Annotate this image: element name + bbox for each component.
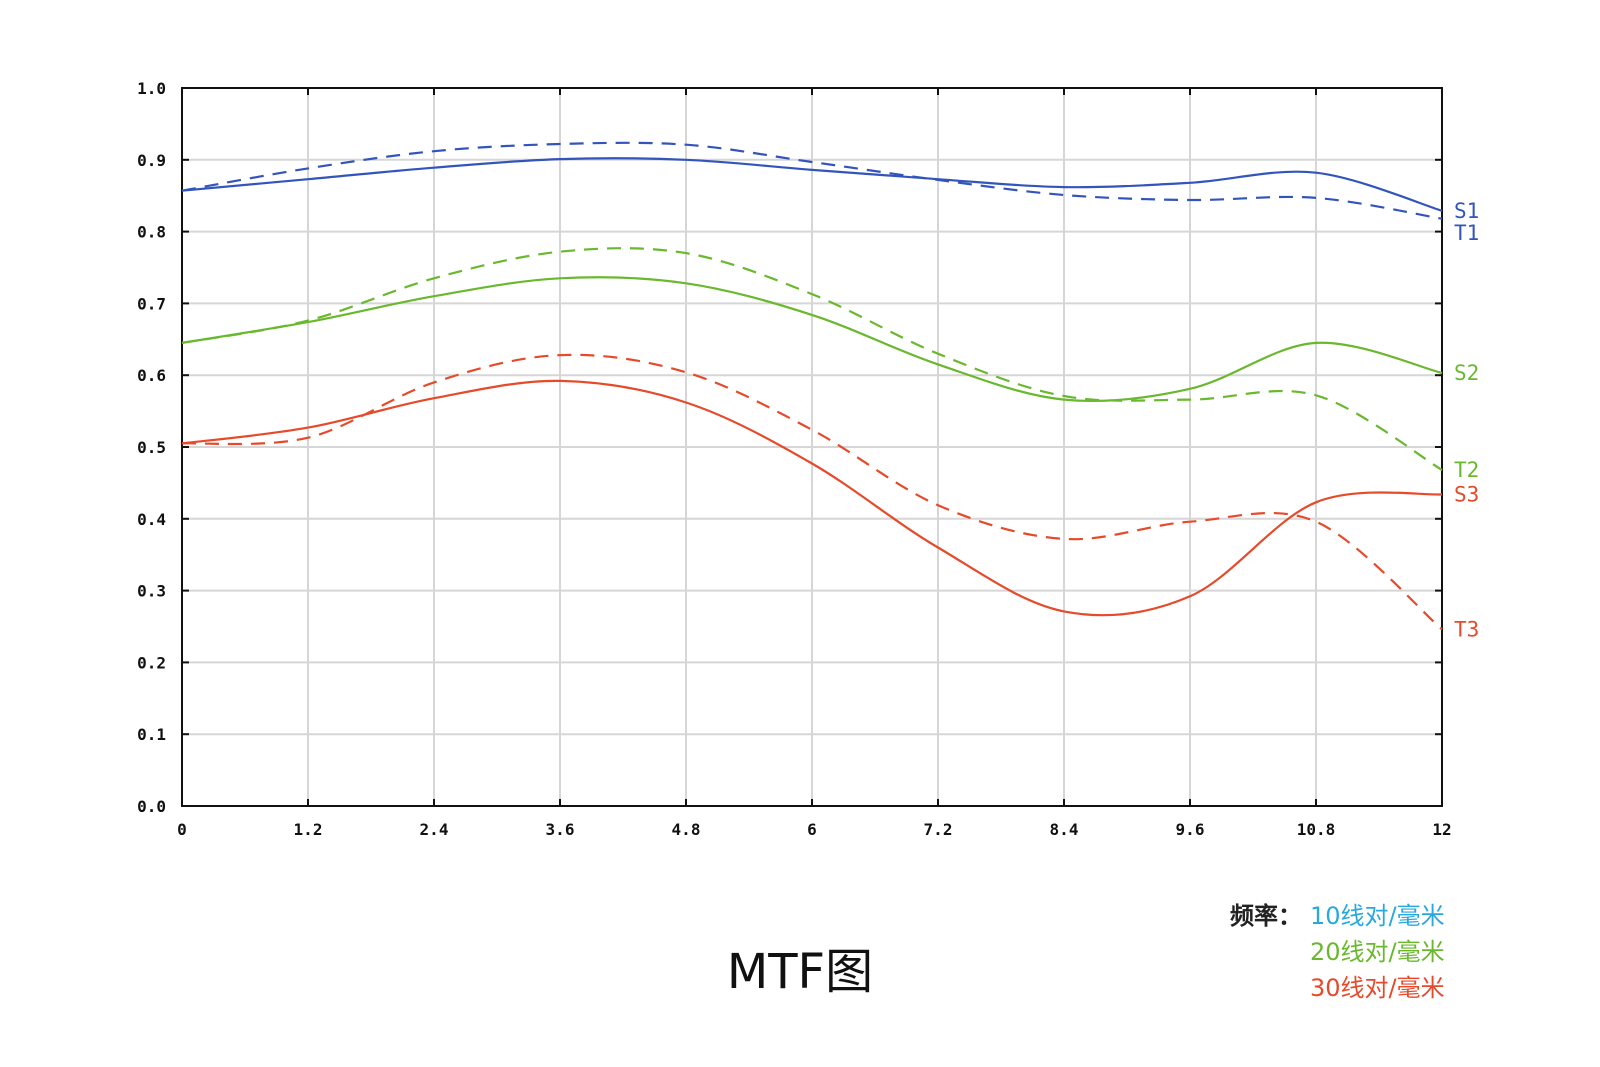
series-label-S2: S2 (1454, 361, 1479, 385)
series-label-S3: S3 (1454, 482, 1479, 506)
y-tick-label: 0.5 (137, 438, 166, 457)
chart-title: MTF图 (726, 944, 874, 1000)
legend-label: 频率： (1230, 902, 1302, 930)
frequency-legend: 频率： 10线对/毫米 20线对/毫米 30线对/毫米 (1230, 898, 1445, 1006)
x-tick-label: 8.4 (1050, 820, 1079, 839)
y-tick-label: 0.8 (137, 223, 166, 242)
legend-row-20: 20线对/毫米 (1230, 934, 1445, 970)
x-tick-label: 12 (1432, 820, 1451, 839)
x-tick-label: 0 (177, 820, 187, 839)
series-label-S1: S1 (1454, 199, 1479, 223)
series-line-S1 (181, 157, 1443, 212)
x-tick-label: 7.2 (924, 820, 953, 839)
x-tick-label: 3.6 (546, 820, 575, 839)
y-tick-label: 0.7 (137, 294, 166, 313)
series-line-T2 (181, 247, 1443, 471)
y-tick-label: 0.3 (137, 582, 166, 601)
legend-row-30: 30线对/毫米 (1230, 970, 1445, 1006)
y-tick-label: 0.9 (137, 151, 166, 170)
y-tick-label: 0.0 (137, 797, 166, 816)
series-line-T1 (181, 141, 1443, 220)
series-line-S3 (181, 379, 1443, 617)
legend-row-10: 频率： 10线对/毫米 (1230, 898, 1445, 934)
x-tick-label: 4.8 (672, 820, 701, 839)
legend-item-10: 10线对/毫米 (1310, 902, 1445, 930)
legend-item-30: 30线对/毫米 (1310, 974, 1445, 1002)
series-label-T1: T1 (1454, 221, 1479, 245)
y-tick-label: 0.6 (137, 366, 166, 385)
series-layer (181, 141, 1443, 631)
x-tick-label: 1.2 (294, 820, 323, 839)
x-tick-label: 2.4 (420, 820, 449, 839)
y-tick-label: 1.0 (137, 79, 166, 98)
x-tick-label: 6 (807, 820, 817, 839)
x-tick-label: 10.8 (1297, 820, 1336, 839)
grid-lines (182, 88, 1442, 806)
series-label-T3: T3 (1454, 617, 1479, 641)
y-tick-label: 0.4 (137, 510, 166, 529)
series-line-T3 (181, 353, 1443, 631)
series-line-S2 (181, 276, 1443, 403)
mtf-chart: 0 1.2 2.4 3.6 4.8 6 7.2 8.4 9.6 10.8 12 0.0 0.1 0.2 0.… (137, 79, 1479, 839)
legend-item-20: 20线对/毫米 (1310, 938, 1445, 966)
series-label-T2: T2 (1454, 458, 1479, 482)
y-tick-label: 0.2 (137, 653, 166, 672)
x-tick-label: 9.6 (1176, 820, 1205, 839)
axis-ticks: 0 1.2 2.4 3.6 4.8 6 7.2 8.4 9.6 10.8 12 0.0 0.1 0.2 0.… (137, 79, 1452, 839)
y-tick-label: 0.1 (137, 725, 166, 744)
